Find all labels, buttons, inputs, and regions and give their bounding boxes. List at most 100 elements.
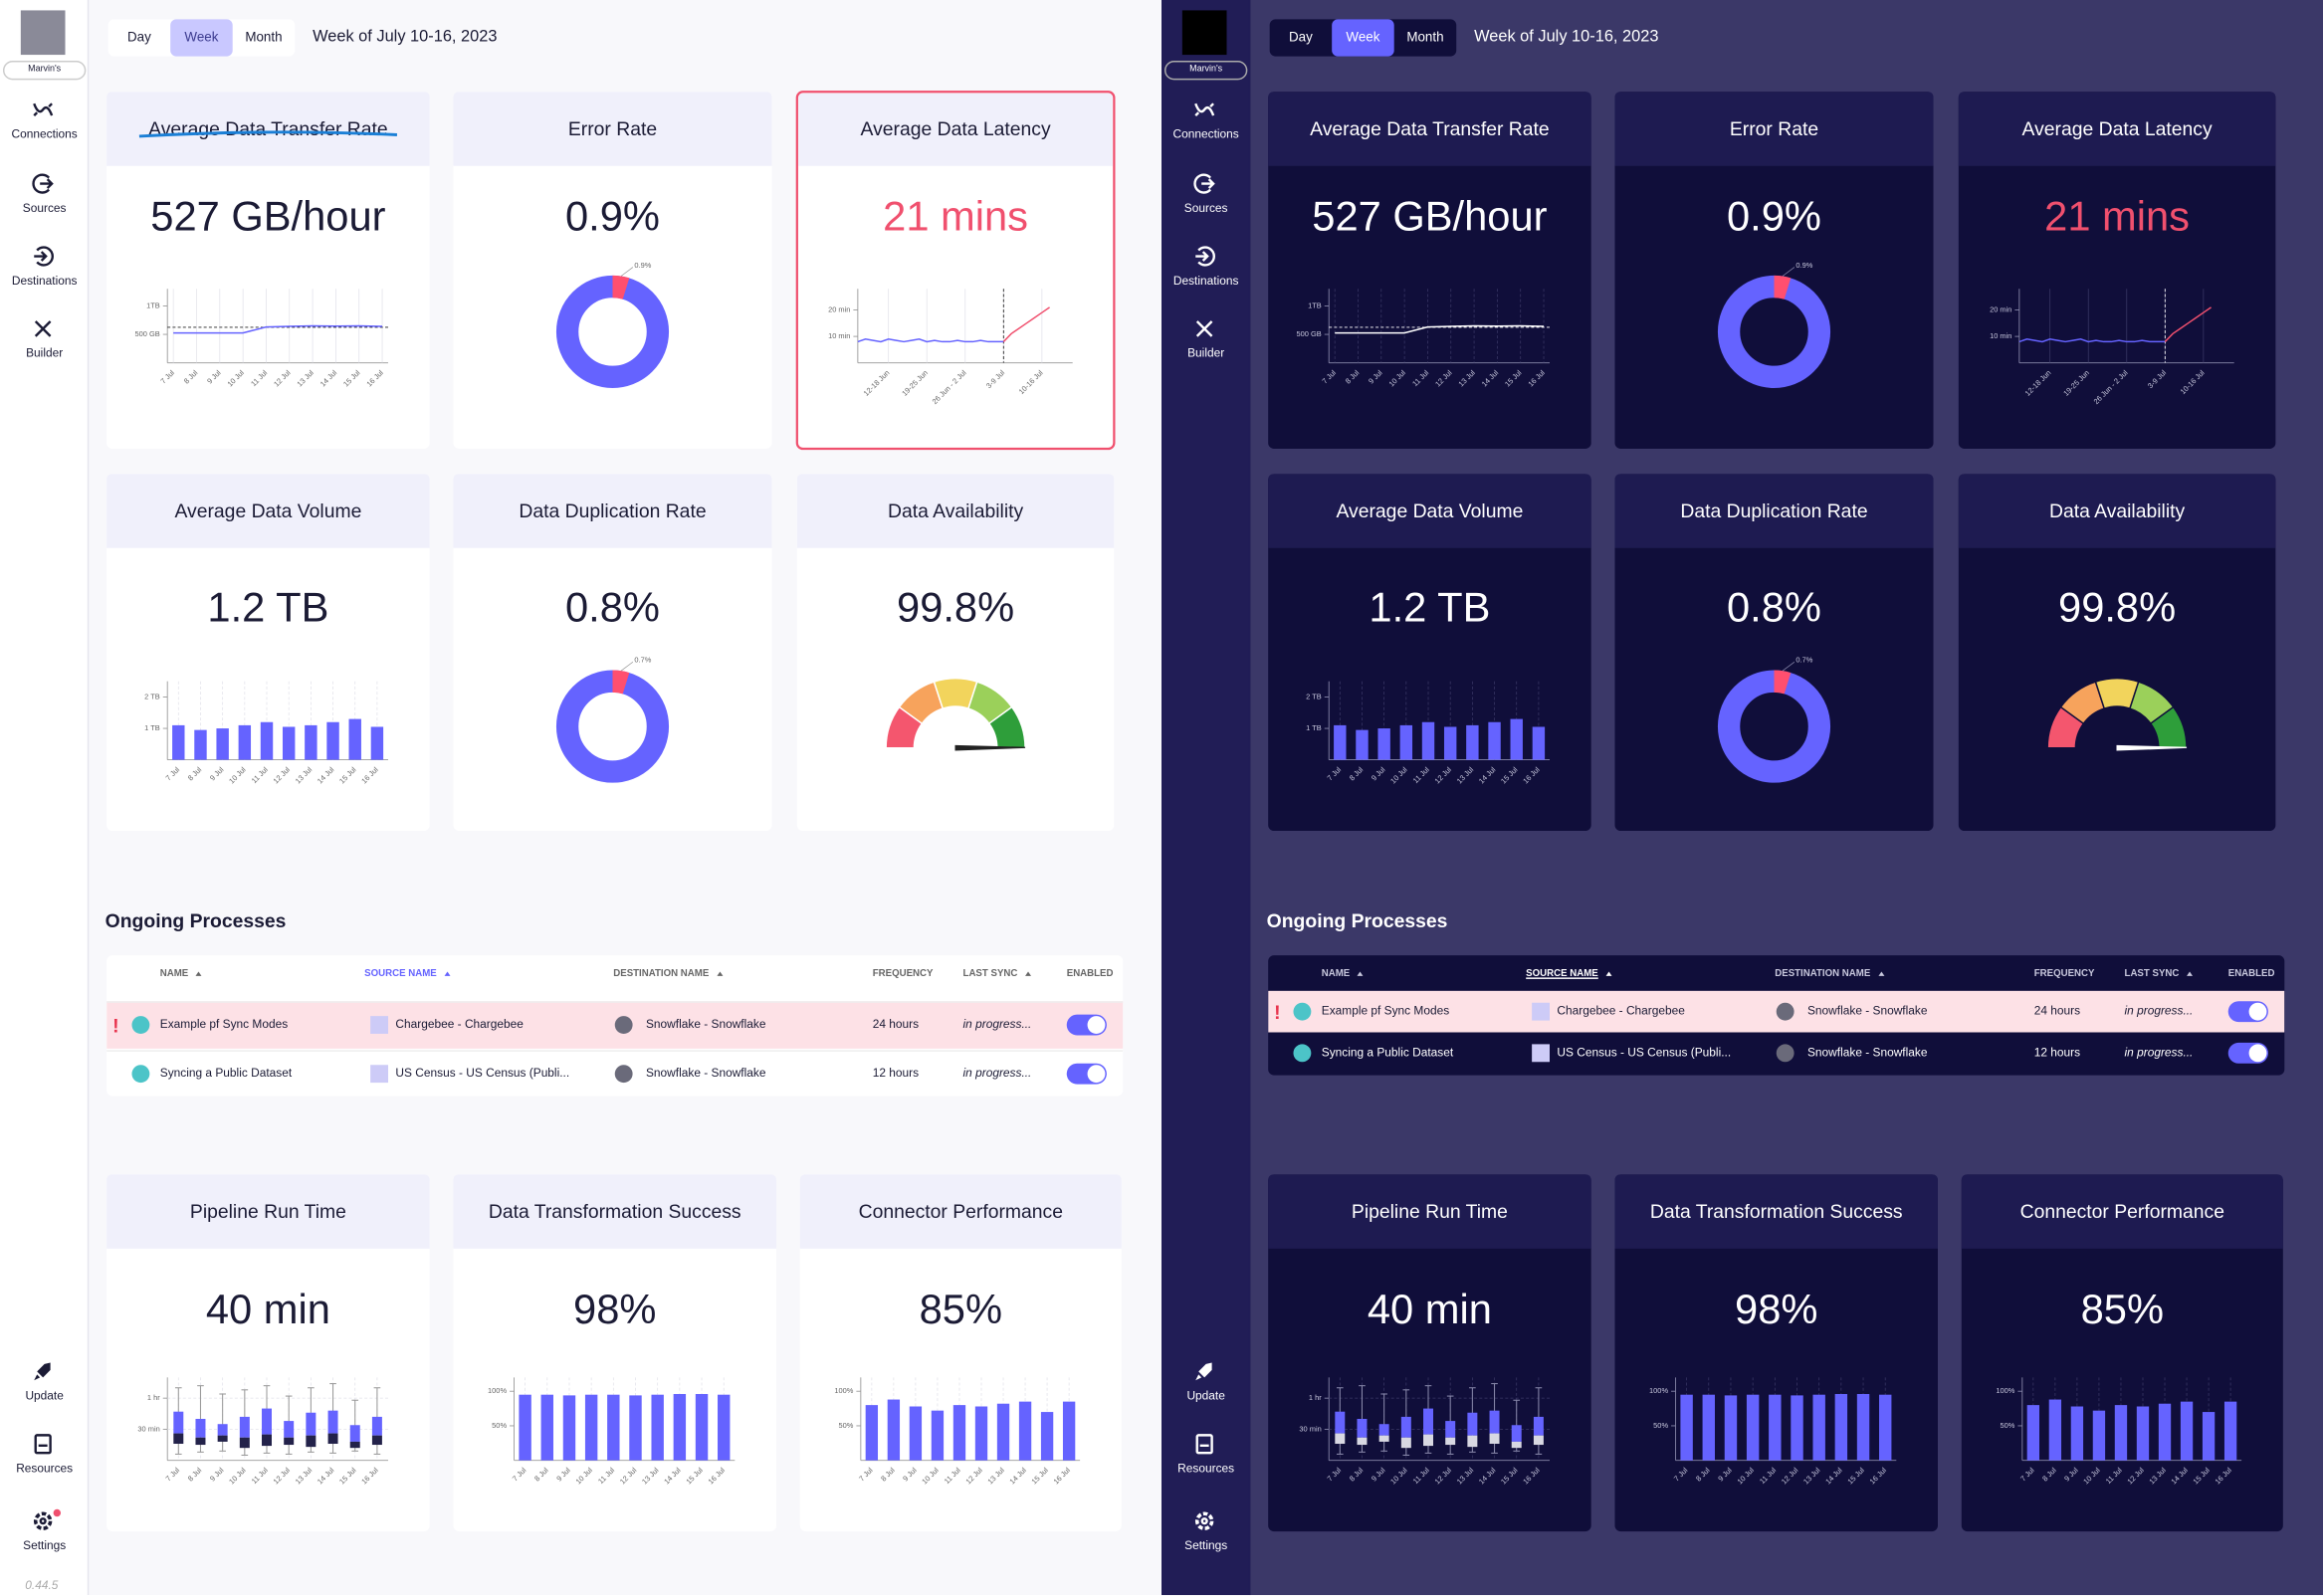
- period-tab[interactable]: Week: [1332, 19, 1394, 57]
- nav-item[interactable]: Update: [1186, 1389, 1225, 1403]
- period-tab[interactable]: Week: [170, 19, 233, 57]
- sidebar: Marvin's Connections Sources Destinations Bu…: [1161, 0, 1251, 1596]
- icon: [33, 102, 54, 116]
- period-tab[interactable]: Day: [126, 29, 151, 45]
- version: 0.44.5: [25, 1578, 59, 1593]
- table-row[interactable]: [106, 1050, 1124, 1096]
- nav-item[interactable]: Destinations: [1172, 274, 1239, 288]
- metric-card[interactable]: Error Rate 0.9% 0.9%: [1614, 92, 1934, 450]
- nav-item[interactable]: Settings: [1184, 1538, 1228, 1552]
- box-upper: [1423, 1408, 1433, 1435]
- sort-icon[interactable]: [195, 971, 202, 976]
- metric-card[interactable]: Average Data Transfer Rate 527 GB/hour 1TB…: [106, 92, 430, 450]
- nav-item[interactable]: Sources: [22, 201, 67, 215]
- sort-icon[interactable]: [1024, 971, 1031, 976]
- table-row[interactable]: [106, 1001, 1124, 1049]
- card-title: Average Data Volume: [1337, 500, 1524, 522]
- metric-card[interactable]: Data Availability 99.8%: [1958, 474, 2276, 832]
- bar: [2223, 1401, 2237, 1461]
- y-tick-label: 1 hr: [147, 1393, 160, 1402]
- enabled-toggle[interactable]: [1066, 1063, 1107, 1085]
- nav-item[interactable]: Connections: [11, 127, 78, 141]
- source-icon: [370, 1016, 388, 1034]
- brand[interactable]: Marvin's: [2, 61, 87, 81]
- dashboard-panel: Marvin's Connections Sources Destinations Bu…: [1161, 0, 2323, 1596]
- nav-item[interactable]: Connections: [1172, 127, 1239, 141]
- bar: [2092, 1410, 2106, 1461]
- sort-icon[interactable]: [1605, 971, 1612, 976]
- sort-icon[interactable]: [444, 971, 451, 976]
- card-bg: [453, 92, 772, 450]
- box-upper: [195, 1419, 206, 1438]
- nav-item[interactable]: Resources: [1177, 1462, 1235, 1476]
- brand[interactable]: Marvin's: [1163, 61, 1248, 81]
- metric-card[interactable]: Data Availability 99.8%: [796, 474, 1115, 832]
- destination-icon: [1776, 1044, 1795, 1063]
- bar: [172, 724, 185, 760]
- card-bg: [106, 1174, 430, 1532]
- nav-item[interactable]: Settings: [23, 1538, 67, 1552]
- icon: [34, 320, 52, 337]
- y-tick-label: 100%: [834, 1386, 853, 1395]
- enabled-toggle[interactable]: [2227, 1001, 2268, 1023]
- nav-item[interactable]: Builder: [1187, 346, 1225, 360]
- sort-icon[interactable]: [1877, 971, 1884, 976]
- metric-card[interactable]: Error Rate 0.9% 0.9%: [453, 92, 772, 450]
- cell-source: Chargebee - Chargebee: [395, 1017, 524, 1032]
- box-upper: [371, 1416, 382, 1436]
- nav-item[interactable]: Resources: [16, 1462, 74, 1476]
- enabled-toggle[interactable]: [1066, 1014, 1107, 1036]
- card-title: Data Duplication Rate: [519, 500, 706, 522]
- nav-item[interactable]: Update: [25, 1389, 64, 1403]
- metric-card[interactable]: Data Duplication Rate 0.8% 0.7%: [1614, 474, 1934, 832]
- card-header: [796, 474, 1115, 548]
- notification-dot: [53, 1508, 62, 1517]
- sort-icon[interactable]: [716, 971, 723, 976]
- cell-source: US Census - US Census (Publi...: [395, 1066, 570, 1081]
- bar: [2158, 1403, 2172, 1461]
- box-lower: [1378, 1435, 1389, 1442]
- nav-item[interactable]: Sources: [1183, 201, 1228, 215]
- metric-card[interactable]: Data Duplication Rate 0.8% 0.7%: [453, 474, 772, 832]
- enabled-toggle[interactable]: [2227, 1042, 2268, 1064]
- column-header[interactable]: NAME: [160, 968, 202, 979]
- period-tab[interactable]: Month: [1406, 29, 1444, 45]
- column-header[interactable]: DESTINATION NAME: [1775, 968, 1884, 979]
- bar: [519, 1394, 531, 1461]
- column-header[interactable]: SOURCE NAME: [364, 968, 451, 979]
- y-tick-label: 50%: [838, 1421, 853, 1430]
- status-check: [1293, 1002, 1312, 1021]
- icon: [1195, 320, 1213, 337]
- nav-icon: [34, 1362, 51, 1381]
- column-header[interactable]: DESTINATION NAME: [613, 968, 723, 979]
- column-header[interactable]: LAST SYNC: [963, 968, 1031, 979]
- y-tick-label: 10 min: [828, 331, 850, 340]
- status-check: [131, 1016, 150, 1034]
- toggle-knob: [1087, 1065, 1106, 1084]
- sort-icon[interactable]: [1357, 971, 1364, 976]
- dashboard-panel: Marvin's Connections Sources Destinations Bu…: [0, 0, 1162, 1596]
- date-range: Week of July 10-16, 2023: [1474, 28, 1659, 47]
- period-tab[interactable]: Month: [245, 29, 283, 45]
- period-tab[interactable]: Day: [1288, 29, 1313, 45]
- card-bg: [1614, 92, 1934, 450]
- nav-item[interactable]: Destinations: [11, 274, 78, 288]
- column-header[interactable]: SOURCE NAME: [1526, 968, 1612, 979]
- cell-name: Syncing a Public Dataset: [159, 1066, 293, 1081]
- metric-card[interactable]: Average Data Transfer Rate 527 GB/hour 1TB…: [1268, 92, 1591, 450]
- nav-item[interactable]: Builder: [26, 346, 64, 360]
- card-header: [453, 474, 772, 548]
- column-header[interactable]: NAME: [1322, 968, 1364, 979]
- column-header[interactable]: LAST SYNC: [2125, 968, 2193, 979]
- sort-icon[interactable]: [2186, 971, 2193, 976]
